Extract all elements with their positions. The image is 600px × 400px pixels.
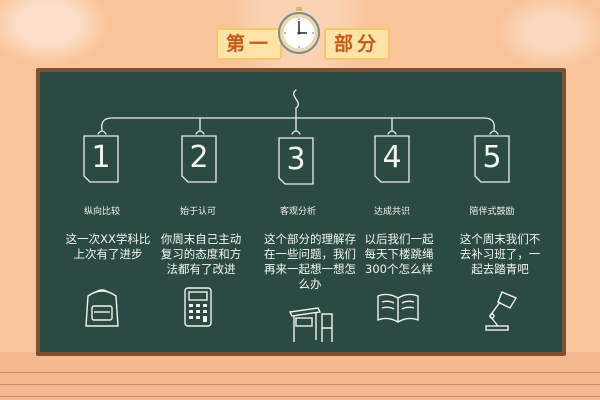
item-text: 这个部分的理解存在一些问题，我们再来一起想一想怎么办 [264,232,356,291]
item-text: 这一次XX学科比上次有了进步 [65,232,151,261]
floor [0,352,600,400]
desk-lamp-icon [485,291,518,331]
item-label: 陪伴式鼓励 [469,207,515,217]
item-text: 你周末自己主动复习的态度和方法都有了改进 [160,232,242,276]
open-book-icon [377,293,419,323]
item-text: 以后我们一起每天下楼跳绳300个怎么样 [364,232,434,276]
item-number: 5 [482,140,502,175]
floor-line [0,384,600,385]
floor-line [0,396,600,397]
item-label: 达成共识 [373,207,410,217]
title-right: 部分 [324,28,390,60]
desk-chair-icon [288,307,333,342]
item-text: 这个周末我们不去补习班了，一起去踏青吧 [459,232,541,276]
title-left: 第一 [216,28,282,60]
clock-icon [278,7,320,54]
floor-line [0,372,600,373]
item-number: 4 [382,140,402,175]
item-label: 始于认可 [179,207,216,217]
item-number: 2 [189,140,209,175]
item-label: 纵向比较 [83,207,120,217]
item-number: 1 [91,140,111,175]
chalkboard [40,72,562,352]
calculator-icon [184,287,212,327]
section-title: 第一 部分 [0,0,600,66]
item-label: 客观分析 [279,207,316,217]
backpack-icon [85,289,119,327]
item-number: 3 [286,142,306,177]
